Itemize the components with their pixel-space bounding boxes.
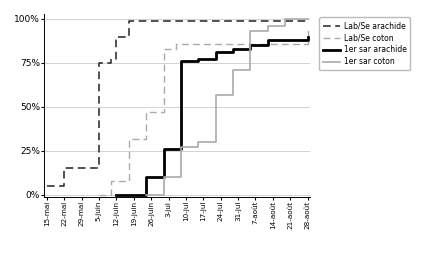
Legend: Lab/Se arachide, Lab/Se coton, 1er sar arachide, 1er sar coton: Lab/Se arachide, Lab/Se coton, 1er sar a… (319, 17, 410, 70)
